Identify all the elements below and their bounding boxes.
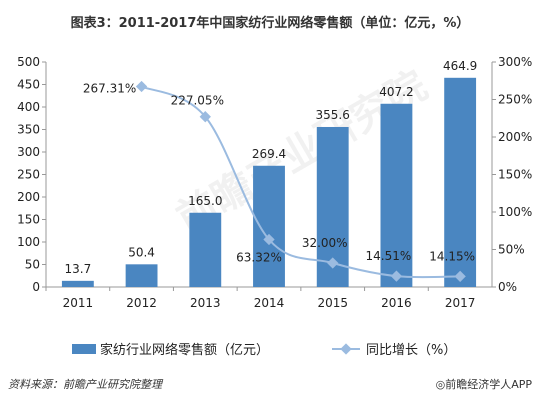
- y-left-tick-label: 50: [25, 258, 40, 272]
- bar: [189, 212, 222, 287]
- y-right-tick-label: 200%: [498, 130, 532, 144]
- bar-data-label: 165.0: [188, 194, 222, 208]
- y-right-tick-label: 100%: [498, 205, 532, 219]
- x-tick-label: 2013: [190, 296, 221, 310]
- line-data-label: 32.00%: [302, 236, 348, 250]
- legend-line-label: 同比增长（%）: [366, 343, 456, 358]
- y-left-tick-label: 450: [17, 78, 40, 92]
- bar: [125, 264, 158, 287]
- y-left-tick-label: 350: [17, 123, 40, 137]
- line-point: [390, 270, 403, 282]
- x-tick-label: 2016: [381, 296, 412, 310]
- x-tick-label: 2015: [317, 296, 348, 310]
- legend-bar-swatch: [72, 344, 96, 354]
- bar-data-label: 407.2: [379, 85, 413, 99]
- y-left-tick-label: 400: [17, 100, 40, 114]
- y-right-tick-label: 150%: [498, 168, 532, 182]
- line-data-label: 227.05%: [171, 94, 224, 108]
- y-right-tick-label: 300%: [498, 55, 532, 69]
- line-data-label: 63.32%: [236, 251, 282, 265]
- line-point: [263, 233, 275, 246]
- bar-data-label: 50.4: [128, 245, 155, 259]
- bar-data-label: 13.7: [64, 262, 91, 276]
- x-tick-label: 2011: [63, 296, 94, 310]
- legend-bar-label: 家纺行业网络零售额（亿元）: [100, 342, 269, 358]
- legend-line-marker: [340, 343, 352, 355]
- bar: [444, 77, 477, 287]
- y-left-tick-label: 500: [17, 55, 40, 69]
- bar: [253, 165, 285, 287]
- y-right-tick-label: 0%: [498, 280, 517, 294]
- bar: [61, 280, 94, 287]
- chart-title: 图表3：2011-2017年中国家纺行业网络零售额（单位：亿元，%）: [70, 16, 470, 31]
- y-left-tick-label: 100: [17, 235, 40, 249]
- y-left-tick-label: 250: [17, 168, 40, 182]
- line-point: [135, 80, 148, 93]
- line-data-label: 14.15%: [429, 249, 475, 263]
- y-right-tick-label: 250%: [498, 93, 532, 107]
- bar-data-label: 464.9: [443, 59, 477, 73]
- source-note: 资料来源：前瞻产业研究院整理: [8, 378, 162, 391]
- x-tick-label: 2014: [254, 296, 285, 310]
- x-tick-label: 2012: [126, 296, 157, 310]
- y-left-tick-label: 300: [17, 145, 40, 159]
- y-left-tick-label: 0: [32, 280, 40, 294]
- y-left-tick-label: 150: [17, 213, 40, 227]
- bar-data-label: 355.6: [316, 108, 350, 122]
- line-data-label: 267.31%: [83, 82, 136, 96]
- line-data-label: 14.51%: [366, 249, 412, 263]
- bar: [380, 103, 413, 287]
- brand-label: ◎前瞻经济学人APP: [435, 378, 532, 391]
- y-left-tick-label: 200: [17, 190, 40, 204]
- line-point: [327, 257, 339, 269]
- x-tick-label: 2017: [445, 296, 476, 310]
- line-point: [454, 270, 466, 283]
- bar-data-label: 269.4: [252, 147, 286, 161]
- y-right-tick-label: 50%: [498, 243, 525, 257]
